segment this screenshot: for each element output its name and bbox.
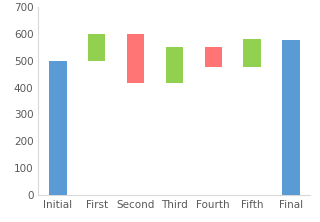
Bar (127, 34, 144, 83)
Bar (49, 61, 67, 195)
Bar (282, 40, 300, 195)
Bar (88, 34, 105, 61)
Bar (244, 39, 261, 67)
Bar (204, 47, 222, 67)
Bar (166, 47, 183, 83)
